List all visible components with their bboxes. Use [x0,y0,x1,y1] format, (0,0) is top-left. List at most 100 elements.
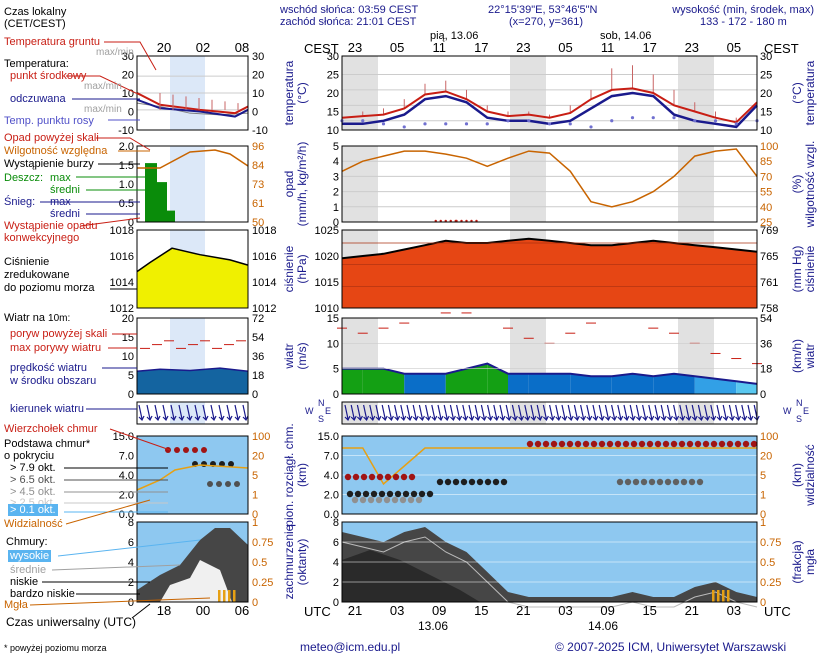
axis-title-left: ciśnienie [282,245,296,292]
cest-right: CEST [764,41,799,56]
legend-wind-speed-1: prędkość wiatru [10,362,88,374]
legend-visibility: Widzialność [4,518,63,530]
legend-rain-bar [167,210,175,222]
cloud-base-dot [622,440,630,448]
wind-arrow [480,404,487,422]
wind-speed-fill [653,373,674,394]
wind-arrow [375,404,382,422]
legend-storm: Wystąpienie burzy [4,158,94,170]
cloud-base-dot [542,440,550,448]
elevation-title: wysokość (min, środek, max) [672,4,814,16]
legend-pressure-2: zredukowane [4,269,70,281]
legend-rain: Deszcz: [4,172,44,184]
wind-arrow [747,404,754,422]
legend-cloud-base-dot [183,447,189,453]
legend-y-tick-right: 84 [252,160,264,172]
legend-panel-border [136,401,249,425]
cloud-base-dot [418,490,426,498]
cloud-base-dot [468,478,476,486]
wind-arrow [363,404,370,422]
cloud-base-dot [386,490,394,498]
dew-point-dot [506,119,510,123]
legend-y-tick-right: 1012 [252,303,276,315]
cloud-base-dot [476,478,484,486]
legend-precip-occ-1: Wystąpienie opadu [4,220,98,232]
dew-point-dot [693,119,697,123]
legend-mid-point: punkt środkowy [10,70,87,82]
top-hour: 05 [727,40,741,55]
y-tick-right: 25 [760,217,772,229]
legend-y-tick-right: 0.5 [252,557,267,569]
legend-top-hour: 20 [157,40,171,55]
wind-arrow [400,404,407,422]
y-tick-right: 0.75 [760,537,781,549]
cloud-base-dot [648,478,656,486]
cloud-base-dot [376,473,384,481]
wind-arrow [685,404,692,422]
cloud-base-dot [638,440,646,448]
dew-point-dot [444,122,448,126]
legend-apparent: odczuwana [10,93,66,105]
cloud-base-dot [614,440,622,448]
y-tick-right: 25 [760,70,772,82]
legend-y-tick-left: 6 [128,537,134,549]
bottom-hour: 03 [390,603,404,618]
footer-email[interactable]: meteo@icm.edu.pl [300,640,401,654]
legend-fog-bar [228,590,231,602]
night-band [342,402,378,424]
y-tick-left: 20 [327,88,339,100]
humidity-line [341,148,758,208]
wind-speed-fill [466,363,488,394]
legend-panel-border [136,521,249,603]
sunset-label: zachód słońca: 21:01 CEST [280,16,417,28]
axis-title-left: zachmurzenie [282,524,296,599]
top-hour: 11 [601,40,615,55]
cloud-base-dot [566,440,574,448]
cloud-base-dot [367,496,375,504]
wind-arrow [511,404,518,422]
y-tick-right: 769 [760,225,778,237]
axis-title-right: mgła [803,549,817,575]
footer-copyright: © 2007-2025 ICM, Uniwersytet Warszawski [555,640,787,654]
compass-letter: W [783,406,792,416]
wind-speed-fill [383,368,405,394]
wind-arrow [542,404,549,422]
night-band [678,146,714,222]
legend-wind-line [136,367,249,372]
legend-y-tick-left: 1014 [110,277,134,289]
y-tick-right: 36 [760,338,772,350]
cloud-base-dot [500,478,508,486]
y-tick-left: 1020 [315,251,339,263]
legend-y-tick-right: 1016 [252,251,276,263]
cloud-base-dot [550,440,558,448]
axis-unit-right: (frakcja) [790,540,804,583]
cloud-base-dot [662,440,670,448]
wind-arrow [642,404,649,422]
legend-rain-bar [145,163,157,222]
cloud-base-dot [630,440,638,448]
dew-point-dot [527,119,531,123]
legend-okt-1: > 7.9 okt. [10,462,56,474]
dew-point-dot [713,119,718,123]
axis-unit-right: (°C) [790,82,804,103]
dew-point-dot [485,122,489,126]
local-time-label: Czas lokalny [4,6,67,18]
legend-panel-border [136,145,249,223]
cest-left: CEST [304,41,339,56]
legend-y-tick-right: 54 [252,332,264,344]
dew-point-dot [568,122,572,126]
legend-wind-arrow [242,404,249,422]
legend-y-tick-left: 5 [128,370,134,382]
legend-y-tick-left: 20 [122,70,134,82]
leader-cloud-high [57,539,201,557]
wind-arrow [704,404,711,422]
legend-y-tick-left: 10 [122,88,134,100]
wind-arrow [697,404,704,422]
legend-okt-3: > 4.5 okt. [10,486,56,498]
night-band [342,56,378,130]
bottom-hour: 21 [685,603,699,618]
wind-arrow [356,404,363,422]
legend-y-tick-right: 18 [252,370,264,382]
legend-cloud-base-dot [174,447,180,453]
legend-y-tick-left: 15 [122,332,134,344]
